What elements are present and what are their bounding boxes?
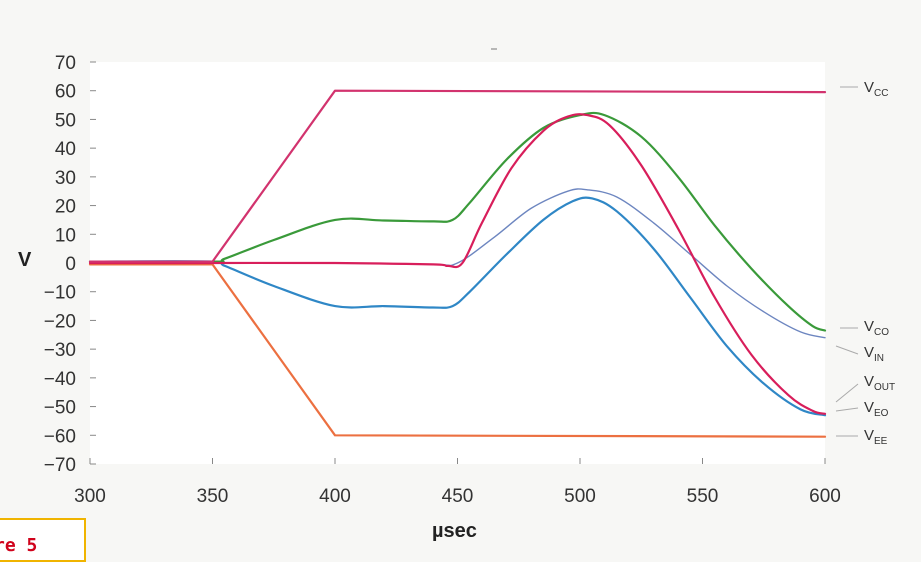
y-tick-label: −60 — [44, 426, 76, 447]
y-tick-label: 10 — [55, 225, 76, 246]
x-tick-label: 500 — [564, 486, 596, 507]
series-line-veo — [88, 196, 827, 417]
x-tick-label: 450 — [442, 486, 474, 507]
x-tick-label: 400 — [319, 486, 351, 507]
y-tick-label: −40 — [44, 369, 76, 390]
y-tick-label: −10 — [44, 283, 76, 304]
y-tick-label: −50 — [44, 398, 76, 419]
series-label-vout: VOUT — [864, 373, 895, 393]
series-lines — [88, 89, 827, 438]
series-label-vco: VCO — [864, 318, 889, 338]
series-line-vee — [88, 263, 827, 438]
y-axis-ticks: 70 60 50 40 30 20 10 0 −10 −20 −30 −40 −50 −60 −70 — [44, 53, 96, 476]
series-label-vin: VIN — [864, 344, 884, 364]
y-tick-label: −30 — [44, 340, 76, 361]
x-tick-label: 600 — [809, 486, 841, 507]
series-labels: VCC VCO VIN VOUT VEO VEE — [835, 79, 895, 447]
y-axis-label: V — [18, 249, 32, 271]
series-line-vcc — [88, 89, 827, 263]
y-tick-label: 0 — [65, 254, 76, 275]
series-line-vco — [88, 111, 827, 332]
x-axis-ticks: 300 350 400 450 500 550 600 — [74, 458, 841, 507]
series-label-leader — [835, 345, 859, 355]
y-tick-label: 40 — [55, 139, 76, 160]
x-tick-label: 350 — [197, 486, 229, 507]
y-tick-label: 50 — [55, 110, 76, 131]
y-tick-label: −70 — [44, 455, 76, 476]
x-tick-label: 550 — [687, 486, 719, 507]
series-label-veo: VEO — [864, 399, 889, 419]
x-tick-label: 300 — [74, 486, 106, 507]
y-tick-label: 60 — [55, 82, 76, 103]
y-tick-label: −20 — [44, 311, 76, 332]
y-tick-label: 70 — [55, 53, 76, 74]
series-line-vout — [88, 113, 827, 415]
series-label-vcc: VCC — [864, 79, 888, 99]
series-label-vee: VEE — [864, 427, 888, 447]
y-tick-label: 20 — [55, 197, 76, 218]
series-label-leader — [835, 407, 859, 412]
x-axis-label: µsec — [432, 520, 477, 542]
figure-tab: re 5 — [0, 518, 86, 562]
series-label-leader — [835, 383, 859, 403]
y-tick-label: 30 — [55, 168, 76, 189]
figure-tab-label: re 5 — [0, 535, 38, 556]
